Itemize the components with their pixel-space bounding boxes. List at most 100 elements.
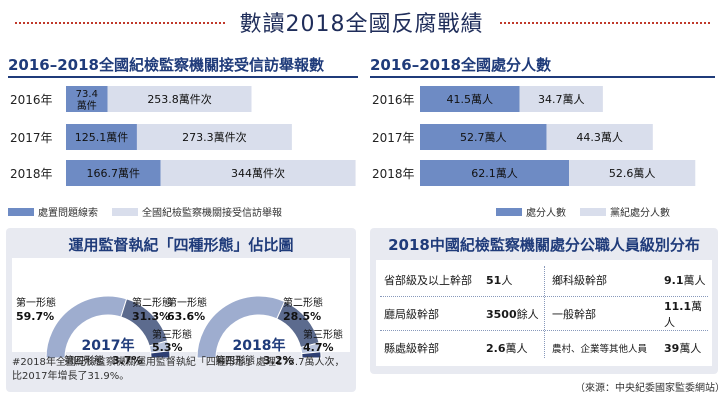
official-level-label: 縣處級幹部 [384,342,439,355]
official-count-number: 9.1 [664,274,684,287]
official-row-right: 鄉科級幹部 9.1萬人 [544,266,712,294]
title-dots-right [500,22,710,24]
officials-panel: 2018中國紀檢監察機關處分公職人員級別分布 省部級及以上幹部 51人 鄉科級幹部 9… [370,228,718,374]
slice-name-label: 第一形態 [16,296,56,309]
slice-value-label: 5.3% [152,341,183,354]
bar-segment-dark [66,86,108,112]
category-label: 2018年 [10,167,53,181]
slice-value-label: 3.7% [112,354,143,367]
bar-segment-light [569,160,696,186]
legend-swatch-dark [496,207,522,216]
data-label: 52.6萬人 [609,167,656,180]
official-count-number: 2.6 [486,342,506,355]
official-count-number: 39 [664,342,680,355]
bar-segment-dark [420,124,547,150]
gauges-note: #2018年全國紀檢監察機關運用監督執紀「四種形態」處理173.7萬人次，比20… [12,357,345,382]
bar-segment-dark [420,160,570,186]
official-level-label: 農村、企業等其他人員 [552,344,648,355]
official-row-left: 縣處級幹部 2.6萬人 [376,334,544,362]
official-count: 39萬人 [664,340,701,356]
official-count-unit: 萬人 [683,274,706,287]
slice-value-label: 28.5% [283,310,321,323]
data-label: 52.7萬人 [460,131,507,144]
category-label: 2016年 [10,93,53,107]
category-label: 2018年 [372,167,415,181]
gauge-slice [301,351,322,359]
right-chart-title: 2016–2018全國處分人數 [370,56,551,74]
category-label: 2017年 [10,131,53,145]
gauges-title: 運用監督執紀「四種形態」佔比圖 [68,236,294,254]
data-label: 萬件 [77,99,97,112]
bar-segment-light [136,124,292,150]
legend-swatch-light [580,207,606,216]
right-chart: 2016年 41.5萬人 34.7萬人 2017年 52.7萬人 44.3萬人 2018年 6… [372,86,696,186]
bar-segment-light [519,86,603,112]
data-label: 73.4 [76,89,98,100]
bar-segment-dark [66,160,161,186]
data-label: 344萬件次 [231,166,285,180]
bar-segment-light [160,160,356,186]
official-count: 51人 [486,272,512,288]
official-level-label: 省部級及以上幹部 [384,274,472,287]
slice-name-label: 第四形態 [64,354,104,367]
official-count-unit: 人 [501,274,513,287]
legend-label-leads: 處置問題線索 [38,208,98,219]
bar-segment-light [107,86,252,112]
legend-label-punished: 處分人數 [526,208,566,219]
data-label: 41.5萬人 [447,93,494,106]
right-chart-rule [370,76,715,78]
official-level-label: 廳局級幹部 [384,308,439,321]
slice-name-label: 第三形態 [303,328,343,341]
data-label: 253.8萬件次 [147,92,212,106]
official-row-right: 一般幹部 11.1萬人 [544,298,712,330]
slice-value-label: 31.3% [132,310,170,323]
bar-segment-light [546,124,653,150]
data-label: 273.3萬件次 [182,130,247,144]
left-chart-rule [8,76,358,78]
officials-inner: 省部級及以上幹部 51人 鄉科級幹部 9.1萬人 廳局級幹部 3500餘人 一般幹部 11.1… [376,260,712,366]
legend-swatch-light [112,207,138,216]
officials-hdivider-1 [380,296,708,297]
data-label: 62.1萬人 [471,167,518,180]
officials-hdivider-2 [380,330,708,331]
slice-value-label: 3.2% [263,354,294,367]
left-legend: 處置問題線索 全國紀檢監察機關接受信訪舉報 [8,204,282,219]
official-count-unit: 萬人 [679,342,702,355]
official-count: 11.1萬人 [664,298,712,330]
official-level-label: 一般幹部 [552,308,596,321]
category-label: 2016年 [372,93,415,107]
official-count-number: 3500 [486,308,517,321]
gauge-center-label: 2017年 [82,337,135,354]
legend-label-reports: 全國紀檢監察機關接受信訪舉報 [142,208,282,219]
gauges-panel: 運用監督執紀「四種形態」佔比圖 2017年 第一形態 59.7% 第二形態 31.3% 第… [6,228,356,392]
slice-value-label: 59.7% [16,310,54,323]
right-legend: 處分人數 黨紀處分人數 [496,204,670,219]
gauge-slice [150,350,171,359]
slice-value-label: 63.6% [167,310,205,323]
official-count: 9.1萬人 [664,272,706,288]
source-note: （來源：中央紀委國家監委網站） [575,383,723,394]
official-count-unit: 萬人 [505,342,528,355]
official-count: 2.6萬人 [486,340,528,356]
official-count-unit: 餘人 [516,308,539,321]
slice-name-label: 第二形態 [283,296,323,309]
left-chart-title: 2016–2018全國紀檢監察機關接受信訪舉報數 [8,56,324,74]
page-title: 數讀2018全國反腐戰績 [239,12,484,37]
slice-name-label: 第四形態 [215,354,255,367]
slice-name-label: 第三形態 [152,328,192,341]
official-count-unit: 萬人 [664,300,703,329]
data-label: 44.3萬人 [576,131,623,144]
official-row-left: 省部級及以上幹部 51人 [376,266,544,294]
data-label: 166.7萬件 [87,167,141,180]
slice-name-label: 第一形態 [167,296,207,309]
left-chart: 2016年 73.4萬件 253.8萬件次 2017年 125.1萬件 273.3萬件次 2… [10,86,356,186]
data-label: 34.7萬人 [538,93,585,106]
official-count: 3500餘人 [486,306,539,322]
officials-title: 2018中國紀檢監察機關處分公職人員級別分布 [388,236,700,254]
slice-name-label: 第二形態 [132,296,172,309]
official-level-label: 鄉科級幹部 [552,274,607,287]
title-row: 數讀2018全國反腐戰績 [0,4,723,40]
category-label: 2017年 [372,131,415,145]
slice-value-label: 4.7% [303,341,334,354]
